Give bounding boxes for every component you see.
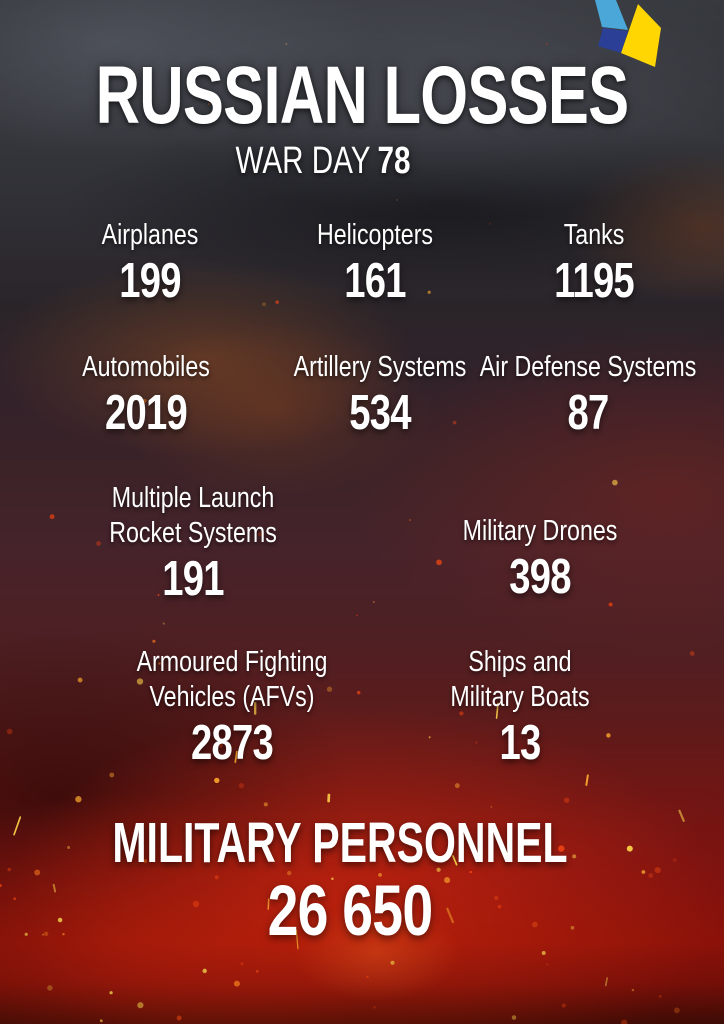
stat-air-defense-systems: Air Defense Systems 87 [448, 350, 724, 441]
stat-air-defense-systems-label: Air Defense Systems [479, 351, 697, 383]
stat-ships-boats-value: 13 [499, 716, 542, 770]
stat-military-drones: Military Drones 398 [410, 514, 670, 605]
stat-air-defense-systems-value: 87 [567, 386, 610, 440]
stat-airplanes-value: 199 [119, 254, 181, 308]
stat-artillery-systems-label: Artillery Systems [293, 351, 467, 383]
stat-helicopters: Helicopters 161 [265, 218, 485, 309]
stat-tanks: Tanks 1195 [484, 218, 704, 309]
war-day-prefix: WAR DAY [235, 140, 371, 182]
stat-mlrs-value: 191 [162, 552, 224, 606]
stat-artillery-systems: Artillery Systems 534 [250, 350, 510, 441]
stat-helicopters-label: Helicopters [316, 219, 434, 251]
logo-light-blue-shape [595, 0, 628, 30]
ukraine-logo [595, 0, 661, 67]
stat-military-drones-value: 398 [509, 550, 571, 604]
stat-tanks-value: 1195 [554, 254, 635, 308]
war-day-number: 78 [377, 140, 411, 182]
stat-airplanes-label: Airplanes [101, 219, 199, 251]
page-title: RUSSIAN LOSSES [95, 50, 630, 141]
stat-airplanes: Airplanes 199 [40, 218, 260, 309]
war-day-subtitle: WAR DAY 78 [71, 141, 575, 181]
stat-automobiles: Automobiles 2019 [26, 350, 266, 441]
stat-afv-value: 2873 [191, 716, 274, 770]
stat-ships-boats-label: Ships and Military Boats [450, 646, 590, 713]
stat-afv: Armoured Fighting Vehicles (AFVs) 2873 [102, 645, 362, 771]
stat-automobiles-label: Automobiles [82, 351, 210, 383]
stat-tanks-label: Tanks [563, 219, 625, 251]
stat-ships-boats: Ships and Military Boats 13 [390, 645, 650, 771]
military-personnel-value: 26 650 [267, 872, 433, 951]
stat-automobiles-value: 2019 [105, 386, 188, 440]
military-personnel-label: MILITARY PERSONNEL [112, 811, 568, 875]
stat-mlrs-label: Multiple Launch Rocket Systems [109, 482, 277, 549]
stat-artillery-systems-value: 534 [349, 386, 411, 440]
stat-helicopters-value: 161 [344, 254, 406, 308]
stat-afv-label: Armoured Fighting Vehicles (AFVs) [136, 646, 328, 713]
logo-dark-blue-shape [598, 28, 628, 53]
logo-yellow-shape [621, 4, 661, 67]
stat-military-drones-label: Military Drones [462, 515, 618, 547]
stat-mlrs: Multiple Launch Rocket Systems 191 [63, 481, 323, 607]
